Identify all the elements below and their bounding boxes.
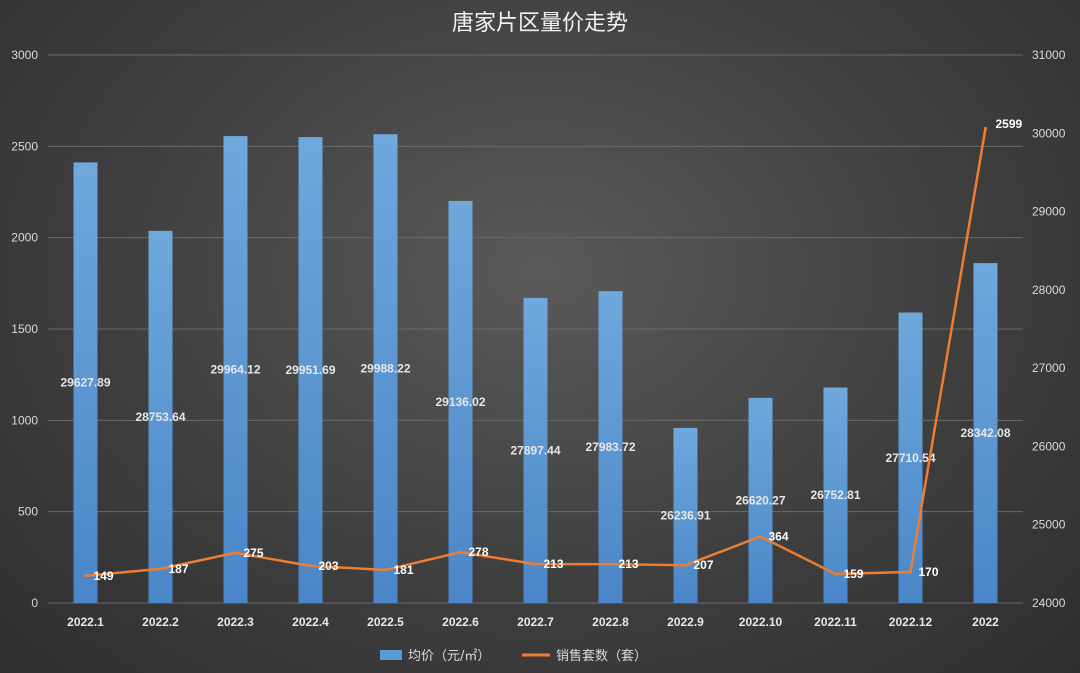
bar-data-label: 28753.64 — [135, 410, 185, 424]
right-axis: 24000 25000 26000 27000 28000 29000 30000 31000 — [1032, 48, 1066, 610]
x-axis: 2022.1 2022.2 2022.3 2022.4 2022.5 2022.6 2022… — [67, 615, 999, 629]
line-series: 149 187 275 203 181 278 213 213 207 364 159 170 2599 — [84, 117, 1023, 583]
line-data-label: 149 — [94, 569, 114, 583]
bar-data-label: 29988.22 — [360, 362, 410, 376]
bar-data-label: 26620.27 — [735, 493, 785, 507]
bar — [298, 137, 323, 604]
bar-data-label: 27710.54 — [885, 451, 935, 465]
legend-bar-label: 均价（元/㎡） — [408, 649, 490, 664]
x-tick-label: 2022.2 — [142, 615, 179, 629]
bar — [73, 162, 98, 603]
right-tick-label: 25000 — [1032, 518, 1066, 532]
x-tick-label: 2022.12 — [889, 615, 933, 629]
bar — [898, 312, 923, 603]
x-tick-label: 2022.8 — [592, 615, 629, 629]
line-data-label: 278 — [469, 545, 489, 559]
line-point — [909, 570, 912, 574]
bar — [523, 297, 548, 603]
line-point — [684, 563, 687, 567]
x-tick-label: 2022.5 — [367, 615, 404, 629]
legend-line-label: 销售套数（套） — [556, 648, 647, 664]
line-point — [234, 551, 237, 555]
bar — [823, 387, 848, 603]
line-point — [759, 535, 762, 539]
line-point — [84, 574, 87, 578]
left-tick-label: 2500 — [11, 139, 38, 153]
bar — [373, 134, 398, 603]
line-point — [309, 564, 312, 568]
x-tick-label: 2022.6 — [442, 615, 479, 629]
left-tick-label: 500 — [18, 505, 38, 519]
line-point — [984, 126, 987, 130]
right-tick-label: 30000 — [1032, 126, 1066, 140]
line-data-label: 170 — [919, 565, 939, 579]
line-data-label: 213 — [544, 557, 564, 571]
right-tick-label: 31000 — [1032, 48, 1066, 62]
line-point — [384, 568, 387, 572]
bar-data-label: 28342.08 — [960, 426, 1010, 440]
left-tick-label: 3000 — [11, 48, 38, 62]
left-tick-label: 0 — [31, 596, 38, 610]
bar-series: 29627.89 28753.64 29964.12 29951.69 29988.22… — [60, 134, 1011, 604]
bar — [148, 230, 173, 603]
bar — [673, 427, 698, 603]
x-tick-label: 2022.11 — [814, 615, 857, 629]
line-point — [459, 550, 462, 554]
bar — [598, 291, 623, 603]
line-data-label: 187 — [169, 562, 189, 576]
x-tick-label: 2022.3 — [217, 615, 254, 629]
left-tick-label: 1500 — [11, 322, 38, 336]
legend-bar-swatch — [380, 650, 402, 660]
x-tick-label: 2022.1 — [67, 615, 104, 629]
bar-data-label: 29136.02 — [435, 395, 485, 409]
line-data-label: 364 — [769, 530, 789, 544]
left-axis: 0 500 1000 1500 2000 2500 3000 — [11, 48, 38, 610]
line-point — [534, 562, 537, 566]
x-tick-label: 2022.4 — [292, 615, 329, 629]
right-tick-label: 24000 — [1032, 596, 1066, 610]
bar-data-label: 29964.12 — [210, 363, 260, 377]
left-tick-label: 1000 — [11, 413, 38, 427]
right-tick-label: 28000 — [1032, 283, 1066, 297]
line-point — [834, 572, 837, 576]
bar — [448, 200, 473, 603]
line-point — [159, 567, 162, 571]
line-data-label: 275 — [244, 546, 264, 560]
line-data-label: 203 — [319, 559, 339, 573]
bar-data-label: 29951.69 — [285, 363, 335, 377]
x-tick-label: 2022.10 — [739, 615, 783, 629]
right-tick-label: 29000 — [1032, 205, 1066, 219]
bar-data-label: 26752.81 — [810, 488, 860, 502]
right-tick-label: 26000 — [1032, 439, 1066, 453]
bar — [973, 263, 998, 603]
bar — [748, 397, 773, 603]
bar-data-label: 27897.44 — [510, 443, 560, 457]
legend: 均价（元/㎡） 销售套数（套） — [380, 648, 647, 664]
right-tick-label: 27000 — [1032, 361, 1066, 375]
x-tick-label: 2022.7 — [517, 615, 554, 629]
line-data-label: 181 — [394, 563, 414, 577]
chart-title: 唐家片区量价走势 — [452, 11, 628, 36]
left-tick-label: 2000 — [11, 231, 38, 245]
line-data-label: 159 — [844, 567, 864, 581]
bar-data-label: 26236.91 — [660, 508, 710, 522]
x-tick-label: 2022.9 — [667, 615, 704, 629]
bar — [223, 136, 248, 603]
line-point — [609, 562, 612, 566]
x-tick-label: 2022 — [972, 615, 999, 629]
line-data-label: 207 — [694, 558, 714, 572]
line-data-label: 2599 — [996, 117, 1023, 131]
bar-data-label: 29627.89 — [60, 376, 110, 390]
line-data-label: 213 — [619, 557, 639, 571]
bar-data-label: 27983.72 — [585, 440, 635, 454]
